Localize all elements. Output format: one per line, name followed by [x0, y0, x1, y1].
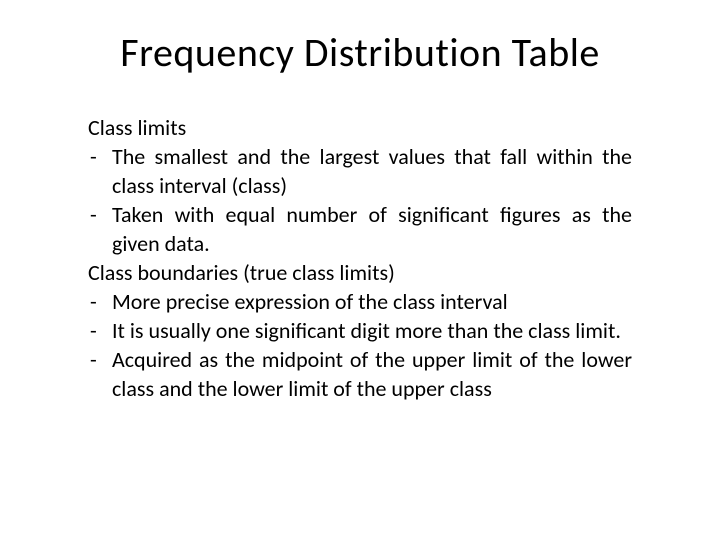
bullet-text: The smallest and the largest values that… — [112, 142, 632, 200]
section-heading: Class limits — [88, 113, 632, 142]
list-item: - More precise expression of the class i… — [88, 287, 632, 316]
list-item: - Acquired as the midpoint of the upper … — [88, 345, 632, 403]
list-item: - Taken with equal number of significant… — [88, 200, 632, 258]
bullet-marker: - — [88, 142, 112, 171]
bullet-marker: - — [88, 287, 112, 316]
bullet-marker: - — [88, 345, 112, 374]
bullet-text: It is usually one significant digit more… — [112, 316, 632, 345]
bullet-marker: - — [88, 316, 112, 345]
bullet-text: Acquired as the midpoint of the upper li… — [112, 345, 632, 403]
slide-title: Frequency Distribution Table — [60, 28, 660, 77]
slide-body: Class limits - The smallest and the larg… — [60, 113, 660, 403]
slide: Frequency Distribution Table Class limit… — [0, 0, 720, 540]
bullet-text: Taken with equal number of significant f… — [112, 200, 632, 258]
list-item: - It is usually one significant digit mo… — [88, 316, 632, 345]
bullet-text: More precise expression of the class int… — [112, 287, 632, 316]
list-item: - The smallest and the largest values th… — [88, 142, 632, 200]
bullet-marker: - — [88, 200, 112, 229]
section-heading: Class boundaries (true class limits) — [88, 258, 632, 287]
